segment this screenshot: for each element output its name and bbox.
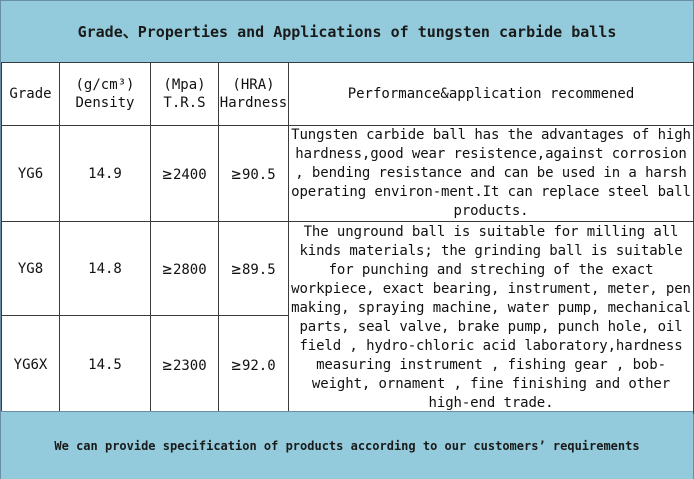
col-header-grade: Grade <box>1 62 60 126</box>
hardness-unit: (HRA) <box>232 77 275 93</box>
col-header-performance: Performance&application recommened <box>288 62 694 126</box>
trs-value: 2800 <box>172 262 207 278</box>
table-header-row: Grade (g/cm³) Density (Mpa) T.R.S (HRA) … <box>1 62 694 126</box>
hardness-value: 92.0 <box>241 358 276 374</box>
gte-symbol: ≥ <box>231 259 241 278</box>
trs-value: 2400 <box>172 167 207 183</box>
table-row: YG6 14.9 ≥2400 ≥90.5 Tungsten carbide ba… <box>1 125 694 222</box>
density-unit: (g/cm³) <box>75 77 135 93</box>
performance-cell-1: Tungsten carbide ball has the advantages… <box>288 125 694 222</box>
grade-cell: YG6X <box>1 315 60 414</box>
table-row: YG8 14.8 ≥2800 ≥89.5 The unground ball i… <box>1 221 694 414</box>
trs-label: T.R.S <box>163 95 206 111</box>
density-cell: 14.8 <box>59 221 151 316</box>
grade-label: Grade <box>9 86 52 102</box>
performance-label: Performance&application recommened <box>347 86 635 102</box>
col-header-trs: (Mpa) T.R.S <box>150 62 219 126</box>
density-cell: 14.5 <box>59 315 151 414</box>
performance-text-1: Tungsten carbide ball has the advantages… <box>291 127 691 219</box>
trs-cell: ≥2800 <box>150 221 219 316</box>
density-label: Density <box>75 95 135 111</box>
col-header-hardness: (HRA) Hardness <box>218 62 289 126</box>
gte-symbol: ≥ <box>162 164 172 183</box>
table-row: YG6X 14.5 ≥2300 ≥92.0 <box>1 315 694 414</box>
performance-text-2: The unground ball is suitable for millin… <box>291 223 691 411</box>
gte-symbol: ≥ <box>162 355 172 374</box>
page-title: Grade、Properties and Applications of tun… <box>1 1 693 63</box>
col-header-density: (g/cm³) Density <box>59 62 151 126</box>
density-cell: 14.9 <box>59 125 151 222</box>
gte-symbol: ≥ <box>231 164 241 183</box>
hardness-value: 89.5 <box>241 262 276 278</box>
grade-cell: YG8 <box>1 221 60 316</box>
trs-cell: ≥2400 <box>150 125 219 222</box>
trs-unit: (Mpa) <box>163 77 206 93</box>
gte-symbol: ≥ <box>162 259 172 278</box>
properties-table: Grade (g/cm³) Density (Mpa) T.R.S (HRA) … <box>1 62 694 414</box>
footer-note: We can provide specification of products… <box>1 411 693 479</box>
hardness-value: 90.5 <box>241 167 276 183</box>
hardness-cell: ≥90.5 <box>218 125 289 222</box>
performance-cell-2: The unground ball is suitable for millin… <box>288 221 694 414</box>
grade-cell: YG6 <box>1 125 60 222</box>
hardness-label: Hardness <box>219 95 288 111</box>
trs-cell: ≥2300 <box>150 315 219 414</box>
gte-symbol: ≥ <box>231 355 241 374</box>
hardness-cell: ≥89.5 <box>218 221 289 316</box>
trs-value: 2300 <box>172 358 207 374</box>
hardness-cell: ≥92.0 <box>218 315 289 414</box>
